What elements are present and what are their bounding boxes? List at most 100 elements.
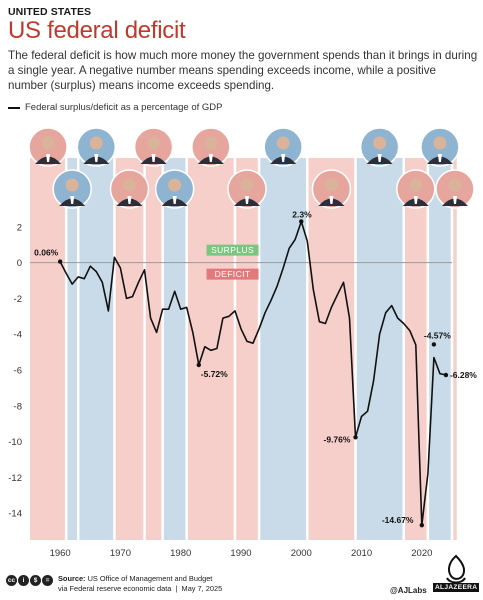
by-icon: i bbox=[18, 575, 29, 586]
source-line-1: US Office of Management and Budget bbox=[87, 574, 213, 583]
administration-band-republican bbox=[308, 158, 355, 540]
portrait-head-icon bbox=[448, 178, 462, 192]
portrait-head-icon bbox=[41, 136, 55, 150]
portrait-shirt-icon bbox=[452, 196, 457, 204]
y-tick-label: -4 bbox=[14, 330, 22, 341]
portrait-shirt-icon bbox=[151, 154, 156, 162]
legend-line-swatch bbox=[8, 106, 20, 109]
portrait-biden bbox=[420, 127, 460, 167]
portrait-shirt-icon bbox=[208, 154, 213, 162]
administration-band-democrat bbox=[79, 158, 114, 540]
y-tick-label: -8 bbox=[14, 401, 22, 412]
administration-band-republican bbox=[30, 158, 65, 540]
chart-title: US federal deficit bbox=[8, 17, 186, 44]
portrait-reagan bbox=[191, 127, 231, 167]
portrait-head-icon bbox=[122, 178, 136, 192]
source-line-2: via Federal reserve economic data bbox=[58, 583, 172, 593]
annotation-dot bbox=[57, 259, 63, 264]
x-tick-label: 1970 bbox=[110, 548, 131, 559]
portrait-head-icon bbox=[409, 178, 423, 192]
nc-icon: $ bbox=[30, 575, 41, 586]
aljazeera-logo-icon bbox=[446, 554, 466, 584]
administration-band-democrat bbox=[67, 158, 77, 540]
source-date: May 7, 2025 bbox=[181, 583, 223, 593]
annotation-label: -6.28% bbox=[450, 370, 477, 380]
portrait-obama bbox=[359, 127, 400, 167]
administration-band-democrat bbox=[429, 158, 451, 540]
legend: Federal surplus/deficit as a percentage … bbox=[8, 102, 223, 113]
y-tick-label: 0 bbox=[17, 258, 22, 269]
portrait-shirt-icon bbox=[245, 196, 250, 204]
annotation-dot bbox=[419, 522, 425, 528]
administration-band-republican bbox=[453, 158, 457, 540]
portrait-head-icon bbox=[147, 136, 161, 150]
annotation-dot bbox=[443, 372, 449, 378]
portrait-shirt-icon bbox=[70, 196, 75, 204]
deficit-label-bg bbox=[206, 268, 259, 280]
portrait-bush bbox=[311, 169, 352, 209]
series-group bbox=[59, 220, 447, 526]
source-label: Source: bbox=[58, 574, 86, 583]
portrait-shirt-icon bbox=[94, 154, 99, 162]
x-tick-label: 1980 bbox=[170, 548, 191, 559]
legend-label: Federal surplus/deficit as a percentage … bbox=[25, 102, 223, 113]
portrait-shirt-icon bbox=[172, 196, 177, 204]
annotation-dot bbox=[196, 362, 201, 368]
portrait-head-icon bbox=[204, 136, 218, 150]
portrait-ford bbox=[133, 127, 174, 167]
aljazeera-wordmark: ALJAZEERA bbox=[433, 583, 480, 592]
portrait-nixon bbox=[109, 169, 150, 209]
administration-band-democrat bbox=[260, 158, 307, 540]
annotation-dot bbox=[431, 342, 437, 347]
administration-bands bbox=[30, 158, 457, 540]
portrait-head-icon bbox=[433, 136, 447, 150]
portrait-head-icon bbox=[168, 178, 182, 192]
administration-band-republican bbox=[187, 158, 234, 540]
portrait-head-icon bbox=[373, 136, 387, 150]
annotation-label: -9.76% bbox=[324, 434, 351, 444]
deficit-label: DEFICIT bbox=[215, 269, 251, 279]
x-tick-label: 2010 bbox=[351, 548, 372, 559]
x-tick-label: 2020 bbox=[411, 548, 432, 559]
annotations: 0.06% -5.72% 2.3% -9.76% -14.67% -4.57% -6.28% bbox=[34, 209, 477, 528]
y-axis: 2 0 -2 -4 -6 -8 -10 -12 -14 bbox=[8, 222, 22, 519]
portrait-head-icon bbox=[65, 178, 79, 192]
license-icons: cc i $ = bbox=[6, 575, 53, 586]
x-tick-label: 1960 bbox=[50, 548, 71, 559]
administration-band-republican bbox=[145, 158, 162, 540]
y-tick-label: -14 bbox=[8, 509, 22, 520]
x-tick-label: 2000 bbox=[291, 548, 312, 559]
y-tick-label: -10 bbox=[8, 437, 22, 448]
ajlabs-handle: @AJLabs bbox=[390, 586, 427, 595]
portrait-shirt-icon bbox=[377, 154, 382, 162]
portrait-shirt-icon bbox=[437, 154, 442, 162]
portrait-shirt-icon bbox=[281, 154, 286, 162]
portrait-clinton bbox=[263, 127, 303, 167]
y-tick-label: -6 bbox=[14, 366, 22, 377]
kicker: UNITED STATES bbox=[8, 6, 92, 18]
portrait-kennedy bbox=[52, 169, 92, 209]
portrait-shirt-icon bbox=[46, 154, 51, 162]
y-tick-label: -12 bbox=[8, 473, 22, 484]
chart-subtitle: The federal deficit is how much more mon… bbox=[8, 49, 478, 92]
annotation-label: 2.3% bbox=[292, 209, 312, 219]
administration-band-republican bbox=[115, 158, 144, 540]
x-tick-label: 1990 bbox=[230, 548, 251, 559]
annotation-dot bbox=[353, 435, 358, 440]
y-tick-label: 2 bbox=[17, 222, 22, 233]
portrait-shirt-icon bbox=[127, 196, 132, 204]
annotation-dot bbox=[299, 219, 304, 224]
administration-band-democrat bbox=[356, 158, 403, 540]
annotation-label: 0.06% bbox=[34, 248, 59, 258]
source-note: Source: US Office of Management and Budg… bbox=[58, 574, 223, 593]
portrait-shirt-icon bbox=[413, 196, 418, 204]
surplus-label-bg bbox=[206, 244, 259, 256]
portrait-head-icon bbox=[240, 178, 254, 192]
administration-band-republican bbox=[236, 158, 258, 540]
portrait-trump bbox=[435, 169, 475, 209]
portrait-bush bbox=[227, 169, 267, 209]
portrait-head-icon bbox=[276, 136, 290, 150]
portrait-carter bbox=[154, 169, 195, 209]
cc-icon: cc bbox=[6, 575, 17, 586]
